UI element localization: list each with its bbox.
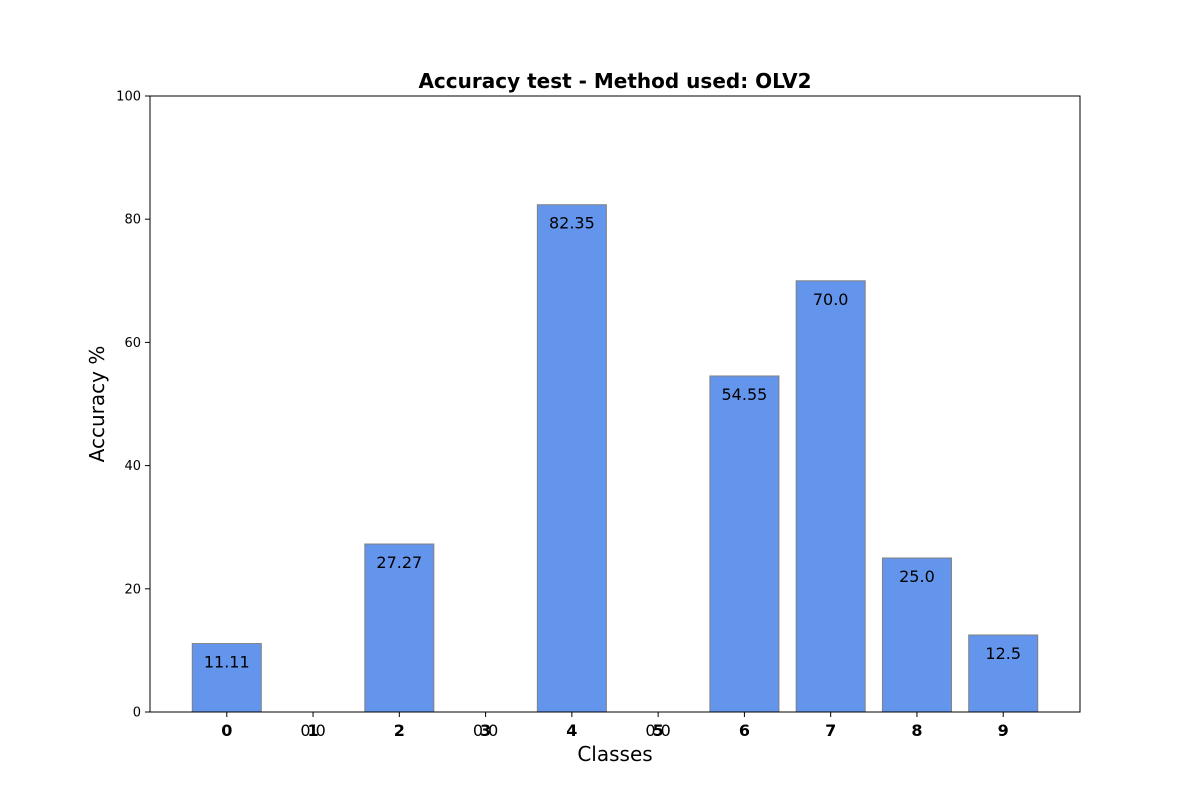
data-label-class-9: 12.5 (985, 644, 1021, 663)
y-axis-ticks: 0 20 40 60 80 100 (116, 90, 150, 721)
x-tick-label: 8 (911, 721, 922, 740)
bars-group (191, 204, 1039, 713)
bar-class-7 (795, 280, 866, 713)
data-label-class-1: 0.0 (300, 721, 325, 740)
data-label-class-3: 0.0 (473, 721, 498, 740)
x-tick-label: 4 (566, 721, 577, 740)
y-tick-label: 0 (133, 706, 141, 721)
bar-class-6 (709, 375, 780, 713)
data-label-class-6: 54.55 (722, 385, 768, 404)
x-tick-label: 5 (653, 721, 664, 740)
data-label-class-0: 11.11 (204, 653, 250, 672)
data-labels-group: 11.11 0.0 27.27 0.0 82.35 0.0 54.55 70.0 25.0 12.… (204, 214, 1021, 740)
bar-class-0 (191, 643, 262, 713)
bar-class-8 (881, 557, 952, 713)
x-tick-label: 6 (739, 721, 750, 740)
bar-class-4 (536, 204, 607, 713)
data-label-class-7: 70.0 (813, 290, 849, 309)
x-tick-label: 9 (998, 721, 1009, 740)
x-tick-label: 0 (221, 721, 232, 740)
bar-class-9 (968, 634, 1039, 713)
chart-title: Accuracy test - Method used: OLV2 (418, 69, 811, 93)
data-label-class-8: 25.0 (899, 567, 935, 586)
x-tick-label: 3 (480, 721, 491, 740)
y-tick-label: 40 (124, 459, 141, 474)
x-tick-label: 1 (307, 721, 318, 740)
y-axis-label: Accuracy % (85, 346, 109, 463)
data-label-class-4: 82.35 (549, 214, 595, 233)
x-tick-label: 2 (394, 721, 405, 740)
data-label-class-5: 0.0 (645, 721, 670, 740)
y-tick-label: 100 (116, 90, 141, 105)
y-tick-label: 60 (124, 336, 141, 351)
x-tick-label: 7 (825, 721, 836, 740)
bar-class-2 (364, 543, 435, 713)
x-axis-ticks: 0 1 2 3 4 5 6 7 8 9 (221, 712, 1009, 740)
x-axis-label: Classes (577, 742, 652, 766)
data-label-class-2: 27.27 (376, 553, 422, 572)
y-tick-label: 20 (124, 582, 141, 597)
y-tick-label: 80 (124, 213, 141, 228)
axes-frame (149, 95, 1081, 713)
